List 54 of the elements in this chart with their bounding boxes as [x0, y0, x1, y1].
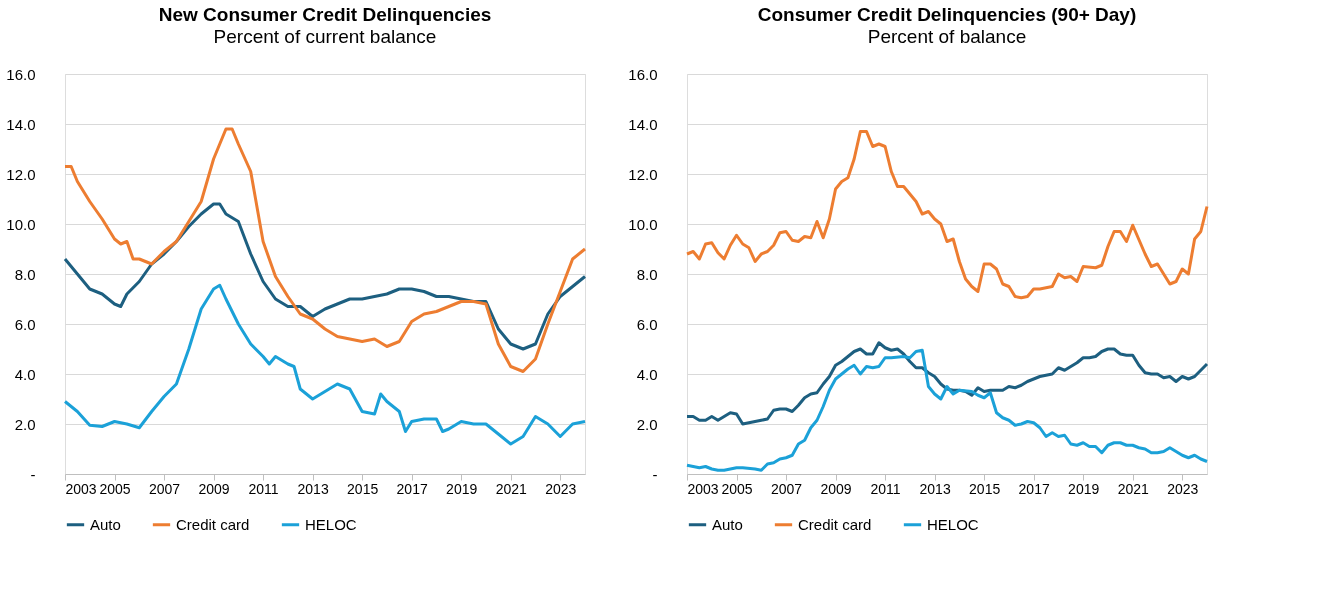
x-tick-label: 2013 — [919, 480, 951, 497]
y-tick-label: 16.0 — [628, 65, 658, 83]
legend-label: Auto — [712, 515, 743, 533]
x-tick-label: 2003 — [687, 480, 719, 497]
x-tick-label: 2019 — [1068, 480, 1100, 497]
y-tick-label: 16.0 — [6, 65, 36, 83]
legend-label: Auto — [90, 515, 121, 533]
y-tick-label: 6.0 — [14, 315, 36, 333]
x-tick-label: 2009 — [198, 480, 230, 497]
y-tick-label: 8.0 — [636, 265, 658, 283]
y-tick-label: 12.0 — [628, 165, 658, 183]
line-series — [685, 130, 1209, 300]
x-tick-label: 2007 — [770, 480, 803, 497]
legend-label: Credit card — [176, 515, 250, 533]
y-tick-label: 4.0 — [14, 365, 36, 383]
legend-label: Credit card — [798, 515, 872, 533]
y-tick-label: 6.0 — [636, 315, 658, 333]
chart-subtitle: Percent of balance — [867, 26, 1027, 47]
chart-title: Consumer Credit Delinquencies (90+ Day) — [757, 4, 1137, 25]
x-tick-label: 2005 — [99, 480, 131, 497]
line-series — [63, 127, 587, 373]
y-tick-label: 12.0 — [6, 165, 36, 183]
y-tick-label: 10.0 — [6, 215, 36, 233]
line-series — [685, 341, 1209, 426]
x-tick-label: 2021 — [1117, 480, 1149, 497]
x-tick-label: 2015 — [347, 480, 379, 497]
x-tick-label: 2013 — [297, 480, 329, 497]
chart-title: New Consumer Credit Delinquencies — [158, 4, 492, 25]
x-tick-label: 2023 — [1167, 480, 1199, 497]
y-tick-label: 2.0 — [14, 415, 36, 433]
y-tick-label: 4.0 — [636, 365, 658, 383]
x-tick-label: 2009 — [820, 480, 852, 497]
y-tick-label: - — [30, 465, 36, 483]
x-tick-label: 2015 — [969, 480, 1001, 497]
line-series — [63, 283, 587, 446]
y-tick-label: 14.0 — [628, 115, 658, 133]
x-tick-label: 2005 — [721, 480, 753, 497]
x-tick-label: 2007 — [148, 480, 181, 497]
y-tick-label: 10.0 — [628, 215, 658, 233]
legend-label: HELOC — [305, 515, 357, 533]
x-tick-label: 2017 — [1018, 480, 1050, 497]
x-tick-label: 2011 — [870, 480, 901, 497]
x-tick-label: 2023 — [545, 480, 577, 497]
legend-label: HELOC — [927, 515, 979, 533]
y-tick-label: - — [652, 465, 658, 483]
chart-subtitle: Percent of current balance — [213, 26, 437, 47]
x-tick-label: 2011 — [248, 480, 279, 497]
y-tick-label: 2.0 — [636, 415, 658, 433]
x-tick-label: 2017 — [396, 480, 428, 497]
x-tick-label: 2019 — [446, 480, 478, 497]
x-tick-label: 2021 — [495, 480, 527, 497]
y-tick-label: 14.0 — [6, 115, 36, 133]
y-tick-label: 8.0 — [14, 265, 36, 283]
x-tick-label: 2003 — [65, 480, 97, 497]
